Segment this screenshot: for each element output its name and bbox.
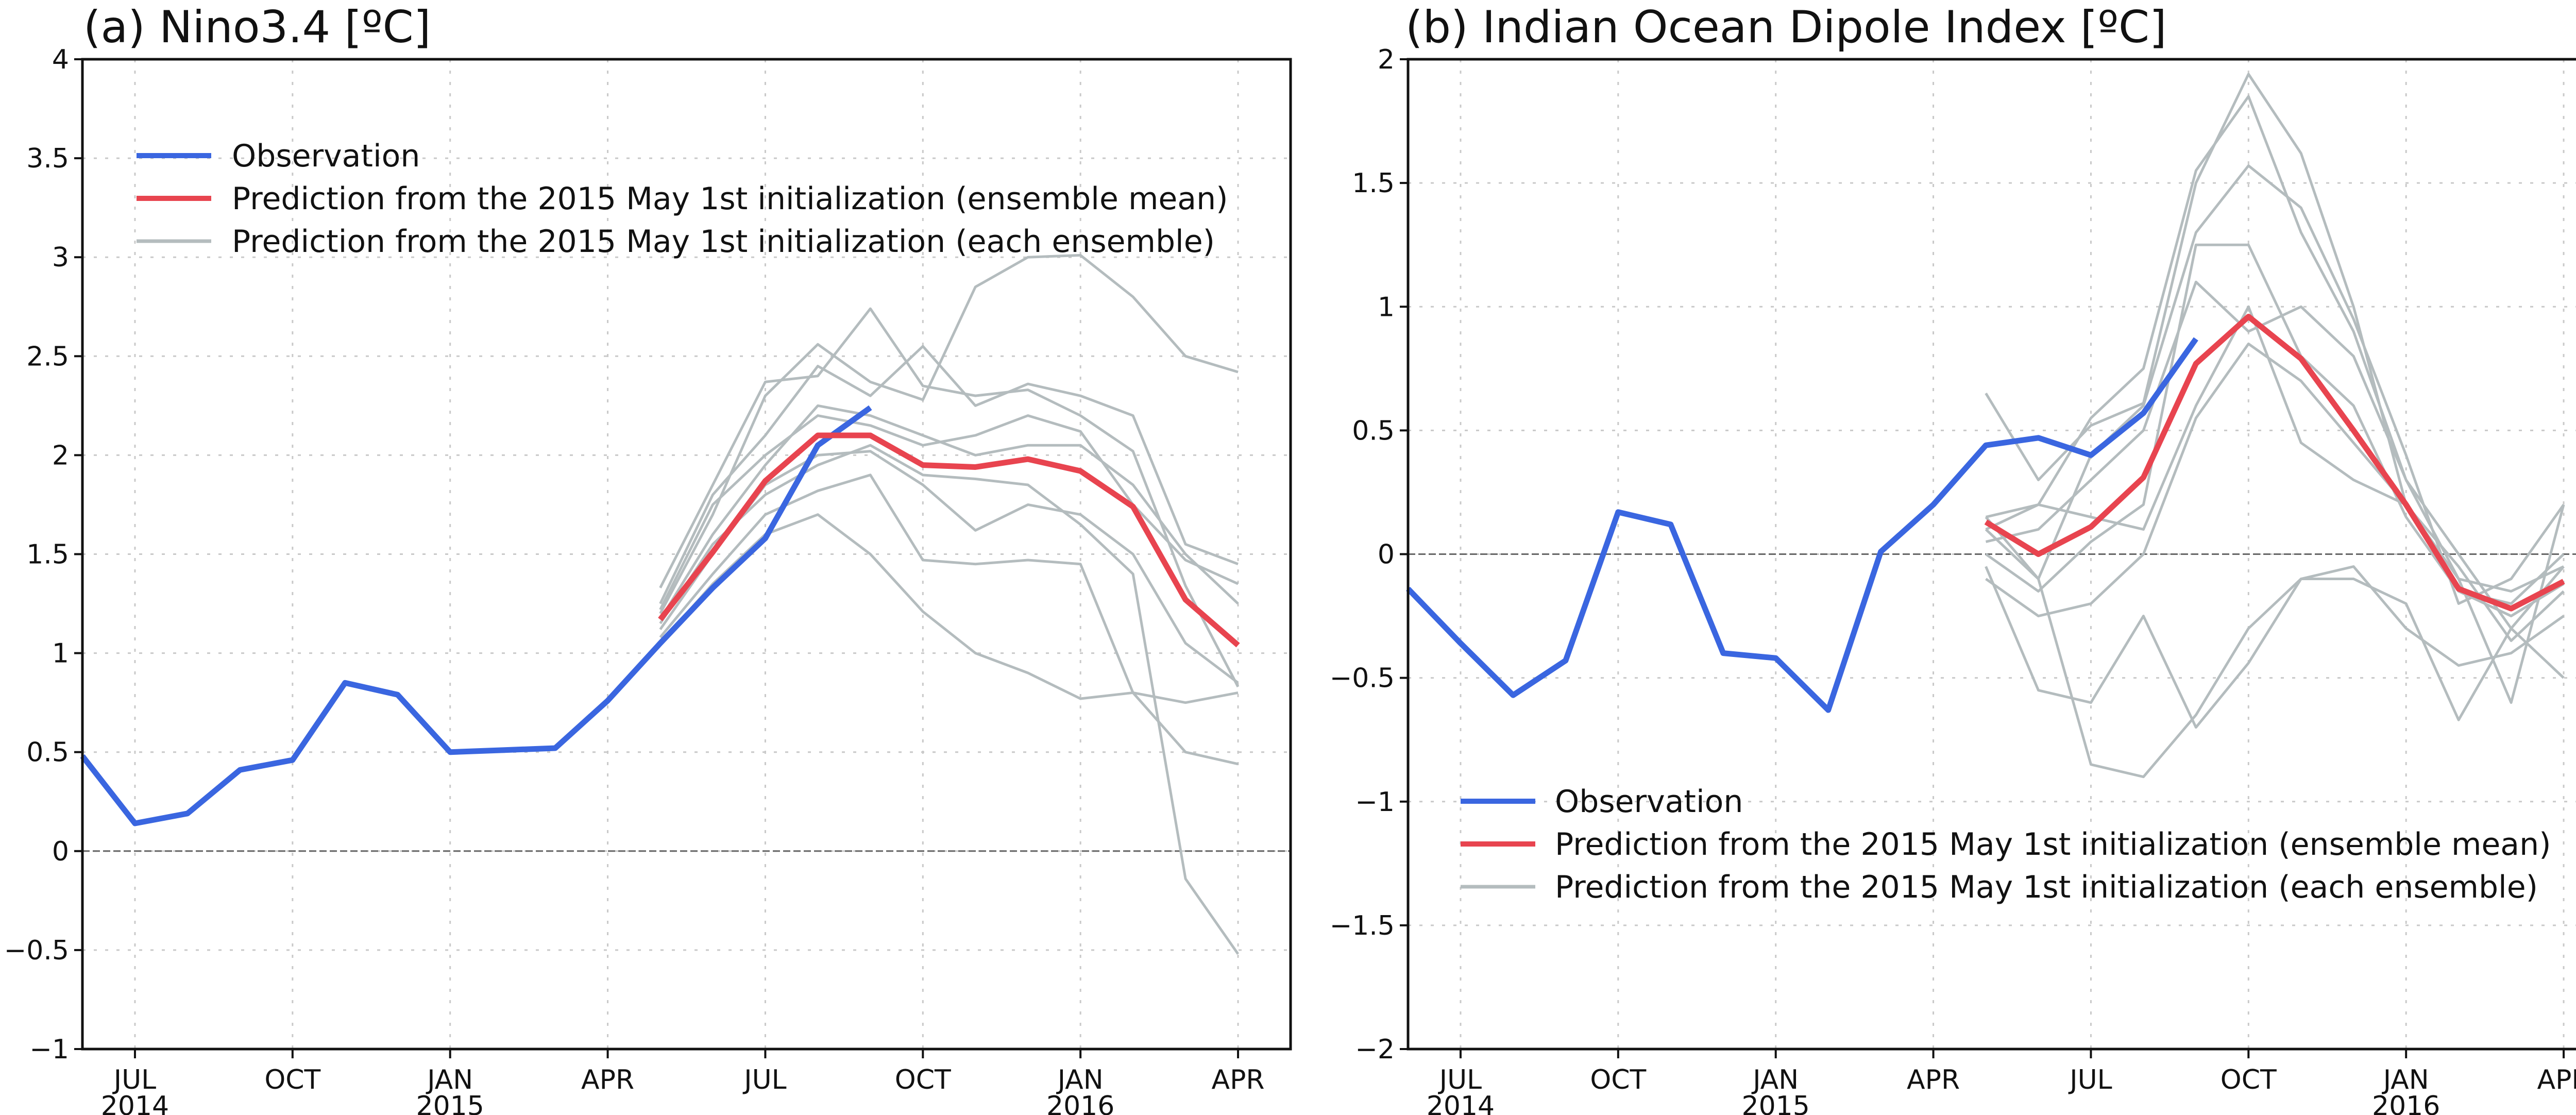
observation-line [80,405,872,826]
x-year-label: 2015 [416,1091,484,1115]
ensemble-member-line [1985,565,2565,729]
observation-line [1406,337,2198,713]
ensemble-mean-line [1984,313,2565,612]
x-year-label: 2014 [1427,1091,1495,1115]
legend-label: Observation [1555,784,1743,820]
x-year-label: 2014 [101,1091,169,1115]
y-tick-label: 4 [52,44,69,75]
ensemble-member-line [659,474,1239,766]
y-tick-label: 2.5 [26,341,69,372]
x-tick-label: JAN [1056,1065,1104,1095]
ensemble-member-line [659,345,1239,604]
ensemble-member-line [1985,164,2565,605]
x-tick-label: OCT [264,1065,320,1095]
x-tick-label: JUL [742,1065,786,1095]
ensemble-member-line [659,513,1239,704]
legend-label: Prediction from the 2015 May 1st initial… [232,224,1215,260]
y-tick-label: −1 [29,1034,69,1065]
x-tick-label: OCT [2221,1065,2277,1095]
y-tick-label: −2 [1355,1034,1395,1065]
ensemble-member-line [659,444,1240,955]
y-tick-label: −1.5 [1330,910,1395,941]
x-tick-label: JUL [112,1065,156,1095]
plot-area [82,59,1291,1049]
ensemble-member-line [1985,342,2565,643]
ensemble-mean-line [658,432,1240,648]
y-tick-label: 1.5 [1352,168,1395,199]
x-tick-label: JAN [2382,1065,2429,1095]
ensemble-member-line [659,414,1239,611]
x-tick-label: JAN [1751,1065,1799,1095]
y-tick-label: 0 [1378,539,1395,570]
chart-title: (b) Indian Ocean Dipole Index [ºC] [1405,2,2167,53]
y-tick-label: 2 [1378,44,1395,75]
x-tick-label: APR [1212,1065,1265,1095]
ensemble-member-line [659,254,1239,614]
x-tick-label: JUL [1438,1065,1482,1095]
y-tick-label: −1 [1355,787,1395,818]
y-tick-label: 1 [52,638,69,669]
ensemble-member-line [1985,280,2565,630]
legend-label: Prediction from the 2015 May 1st initial… [1555,869,2538,905]
x-tick-label: OCT [1590,1065,1646,1095]
y-tick-label: 0.5 [26,737,69,768]
y-tick-label: −0.5 [4,935,69,966]
ensemble-member-line [1985,305,2565,593]
legend-label: Prediction from the 2015 May 1st initial… [1555,826,2551,863]
ensemble-member-line [659,307,1240,688]
ensemble-member-line [659,404,1239,620]
y-tick-label: −0.5 [1330,663,1395,694]
y-tick-label: 3.5 [26,143,69,174]
y-tick-label: 3 [52,242,69,273]
x-tick-label: APR [2537,1065,2576,1095]
y-tick-label: 2 [52,440,69,471]
x-year-label: 2016 [2372,1091,2440,1115]
x-year-label: 2016 [1046,1091,1114,1115]
ensemble-member-line [1985,516,2565,779]
x-tick-label: APR [1907,1065,1960,1095]
x-year-label: 2015 [1742,1091,1810,1115]
legend-label: Observation [232,138,420,174]
x-tick-label: OCT [895,1065,951,1095]
legend-label: Prediction from the 2015 May 1st initial… [232,181,1228,217]
y-tick-label: 1 [1378,292,1395,323]
x-tick-label: APR [581,1065,634,1095]
y-tick-label: 0 [52,836,69,867]
chart-title: (a) Nino3.4 [ºC] [83,2,431,53]
x-tick-label: JUL [2068,1065,2112,1095]
y-tick-label: 1.5 [26,539,69,570]
y-tick-label: 0.5 [1352,415,1395,446]
x-tick-label: JAN [426,1065,473,1095]
